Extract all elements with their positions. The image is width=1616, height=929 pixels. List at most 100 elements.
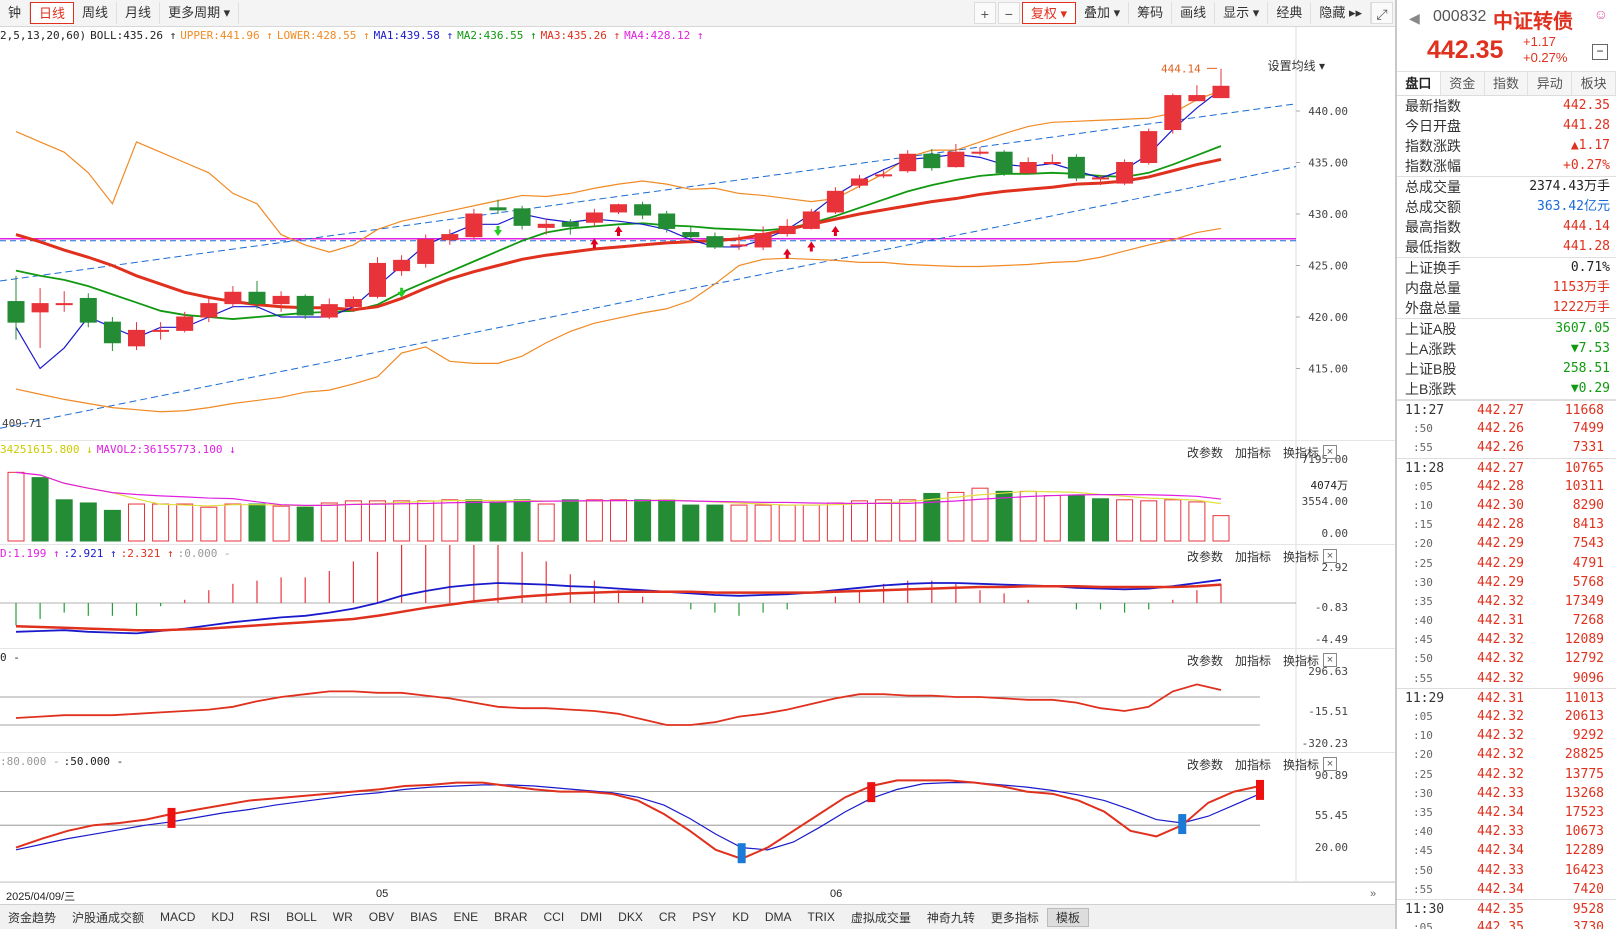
- quote-tab-3[interactable]: 异动: [1528, 72, 1573, 95]
- volume-pane[interactable]: 7195.00 4074万 3554.00 0.00 34251615.800 ↓ MA…: [0, 441, 1395, 545]
- close-pane-icon[interactable]: ×: [1323, 653, 1337, 667]
- volume-bar: [320, 502, 338, 542]
- close-pane-icon[interactable]: ×: [1323, 757, 1337, 771]
- period-tab-2[interactable]: 周线: [74, 2, 118, 24]
- indicator-tab-3[interactable]: KDJ: [211, 910, 235, 924]
- cci-line: [15, 683, 1222, 726]
- period-tab-0[interactable]: 钟: [0, 2, 31, 24]
- pane-op-0[interactable]: 改参数: [1186, 654, 1223, 668]
- indicator-tab-13[interactable]: DKX: [618, 910, 643, 924]
- indicator-tab-21[interactable]: 更多指标: [990, 910, 1039, 925]
- kline-pane[interactable]: 440.00 435.00 430.00 425.00 420.00 415.00 444.…: [0, 27, 1395, 441]
- indicator-tab-5[interactable]: BOLL: [286, 910, 317, 924]
- candle-body: [489, 207, 507, 211]
- kdj-pane[interactable]: 90.89 55.45 20.00 :80.000 -:50.000 - 改参数 加指…: [0, 753, 1395, 882]
- close-pane-icon[interactable]: ×: [1323, 549, 1337, 563]
- close-pane-icon[interactable]: ×: [1323, 445, 1337, 459]
- pane-operations: 改参数 加指标 换指标: [1187, 756, 1319, 773]
- toolbar-button-2[interactable]: 筹码: [1129, 2, 1173, 24]
- indicator-tab-11[interactable]: CCI: [543, 910, 565, 924]
- pane-op-2[interactable]: 换指标: [1282, 550, 1319, 564]
- set-ma-button[interactable]: 设置均线 ▾: [1267, 59, 1325, 73]
- candle-body: [778, 225, 796, 235]
- pane-op-2[interactable]: 换指标: [1282, 446, 1319, 460]
- pane-op-0[interactable]: 改参数: [1186, 550, 1223, 564]
- kdj-axis-label: 20.00: [1315, 841, 1348, 854]
- quote-tab-0[interactable]: 盘口: [1397, 72, 1441, 95]
- pane-op-2[interactable]: 换指标: [1282, 758, 1319, 772]
- pane-op-2[interactable]: 换指标: [1282, 654, 1319, 668]
- toolbar-button-5[interactable]: 经典: [1268, 2, 1312, 24]
- zoom-in-icon[interactable]: +: [973, 2, 996, 24]
- tick-price: 442.29: [1477, 574, 1524, 590]
- toolbar-right: + − 复权 ▾ 叠加 ▾ 筹码 画线 显示 ▾ 经典 隐藏 ▸▸ ⤢: [973, 2, 1395, 24]
- tick-price: 442.27: [1477, 460, 1524, 476]
- candle-body: [152, 329, 170, 332]
- indicator-tab-15[interactable]: PSY: [692, 910, 717, 924]
- indicator-tab-14[interactable]: CR: [658, 910, 677, 924]
- quote-tab-4[interactable]: 板块: [1572, 72, 1616, 95]
- buy-signal-icon: [831, 226, 840, 236]
- indicator-tab-10[interactable]: BRAR: [494, 910, 528, 924]
- collapse-panel-button[interactable]: −: [1592, 44, 1608, 60]
- indicator-tab-22[interactable]: 模板: [1046, 907, 1089, 927]
- back-arrow-icon[interactable]: ◀: [1409, 10, 1420, 26]
- indicator-tab-1[interactable]: 沪股通成交额: [72, 910, 145, 925]
- period-tab-3[interactable]: 月线: [117, 2, 161, 24]
- tick-volume: 12792: [1564, 651, 1604, 667]
- price-axis-label: 440.00: [1308, 105, 1348, 118]
- kdj-cross-marker: [1256, 779, 1264, 800]
- favorite-icon[interactable]: ☺: [1593, 6, 1608, 22]
- quote-tab-2[interactable]: 指数: [1485, 72, 1529, 95]
- tick-row: :30 442.33 13268: [1397, 784, 1616, 803]
- cci-pane[interactable]: 296.63 -15.51 -320.23 0 - 改参数 加指标 换指标 ×: [0, 649, 1395, 753]
- indicator-tab-6[interactable]: WR: [332, 910, 353, 924]
- toolbar-button-0[interactable]: 复权 ▾: [1021, 2, 1076, 24]
- quote-row-label: 总成交额: [1405, 199, 1461, 215]
- toolbar-button-4[interactable]: 显示 ▾: [1215, 2, 1269, 24]
- indicator-tab-8[interactable]: BIAS: [410, 910, 438, 924]
- fullscreen-icon[interactable]: ⤢: [1371, 2, 1393, 24]
- quote-row-label: 最低指数: [1405, 239, 1461, 255]
- kdj-k-line: [15, 779, 1261, 860]
- pane-op-1[interactable]: 加指标: [1234, 550, 1271, 564]
- volume-bar: [393, 500, 411, 542]
- price-change: +1.17 +0.27%: [1523, 34, 1567, 66]
- period-tab-1[interactable]: 日线: [30, 2, 75, 24]
- candle-body: [826, 190, 844, 213]
- pane-op-1[interactable]: 加指标: [1234, 446, 1271, 460]
- indicator-tab-20[interactable]: 神奇九转: [926, 910, 975, 925]
- indicator-tab-18[interactable]: TRIX: [807, 910, 835, 924]
- toolbar-button-3[interactable]: 画线: [1172, 2, 1216, 24]
- indicator-tab-16[interactable]: KD: [732, 910, 749, 924]
- scroll-right-icon[interactable]: »: [1370, 888, 1377, 900]
- tick-price: 442.34: [1477, 843, 1524, 859]
- pane-op-0[interactable]: 改参数: [1186, 758, 1223, 772]
- toolbar-button-6[interactable]: 隐藏 ▸▸: [1311, 2, 1371, 24]
- period-tab-4[interactable]: 更多周期 ▾: [160, 2, 240, 24]
- volume-bar: [1043, 495, 1061, 542]
- indicator-tab-19[interactable]: 虚拟成交量: [850, 910, 911, 925]
- indicator-tab-9[interactable]: ENE: [453, 910, 479, 924]
- boll-lower-line: [15, 227, 1222, 413]
- toolbar-button-1[interactable]: 叠加 ▾: [1076, 2, 1130, 24]
- indicator-tab-2[interactable]: MACD: [160, 910, 196, 924]
- indicator-value: MA2:436.55 ↑: [457, 29, 537, 42]
- pane-op-1[interactable]: 加指标: [1234, 758, 1271, 772]
- macd-pane[interactable]: 2.92 -0.83 -4.49 D:1.199 ↑:2.921 ↑:2.321 ↑…: [0, 545, 1395, 649]
- candle-body: [441, 234, 459, 241]
- tick-time: :55: [1413, 441, 1433, 455]
- pane-op-0[interactable]: 改参数: [1186, 446, 1223, 460]
- indicator-tab-12[interactable]: DMI: [580, 910, 603, 924]
- volume-bar: [561, 499, 579, 542]
- indicator-tab-17[interactable]: DMA: [764, 910, 792, 924]
- tick-list[interactable]: 11:27 442.27 11668:50 442.26 7499:55 442.26 73…: [1397, 399, 1616, 929]
- candle-body: [682, 232, 700, 238]
- pane-op-1[interactable]: 加指标: [1234, 654, 1271, 668]
- zoom-out-icon[interactable]: −: [997, 2, 1020, 24]
- quote-tab-1[interactable]: 资金: [1441, 72, 1485, 95]
- price-axis-label: 420.00: [1308, 311, 1348, 324]
- indicator-tab-7[interactable]: OBV: [368, 910, 395, 924]
- indicator-tab-4[interactable]: RSI: [250, 910, 271, 924]
- indicator-tab-0[interactable]: 资金趋势: [8, 910, 57, 925]
